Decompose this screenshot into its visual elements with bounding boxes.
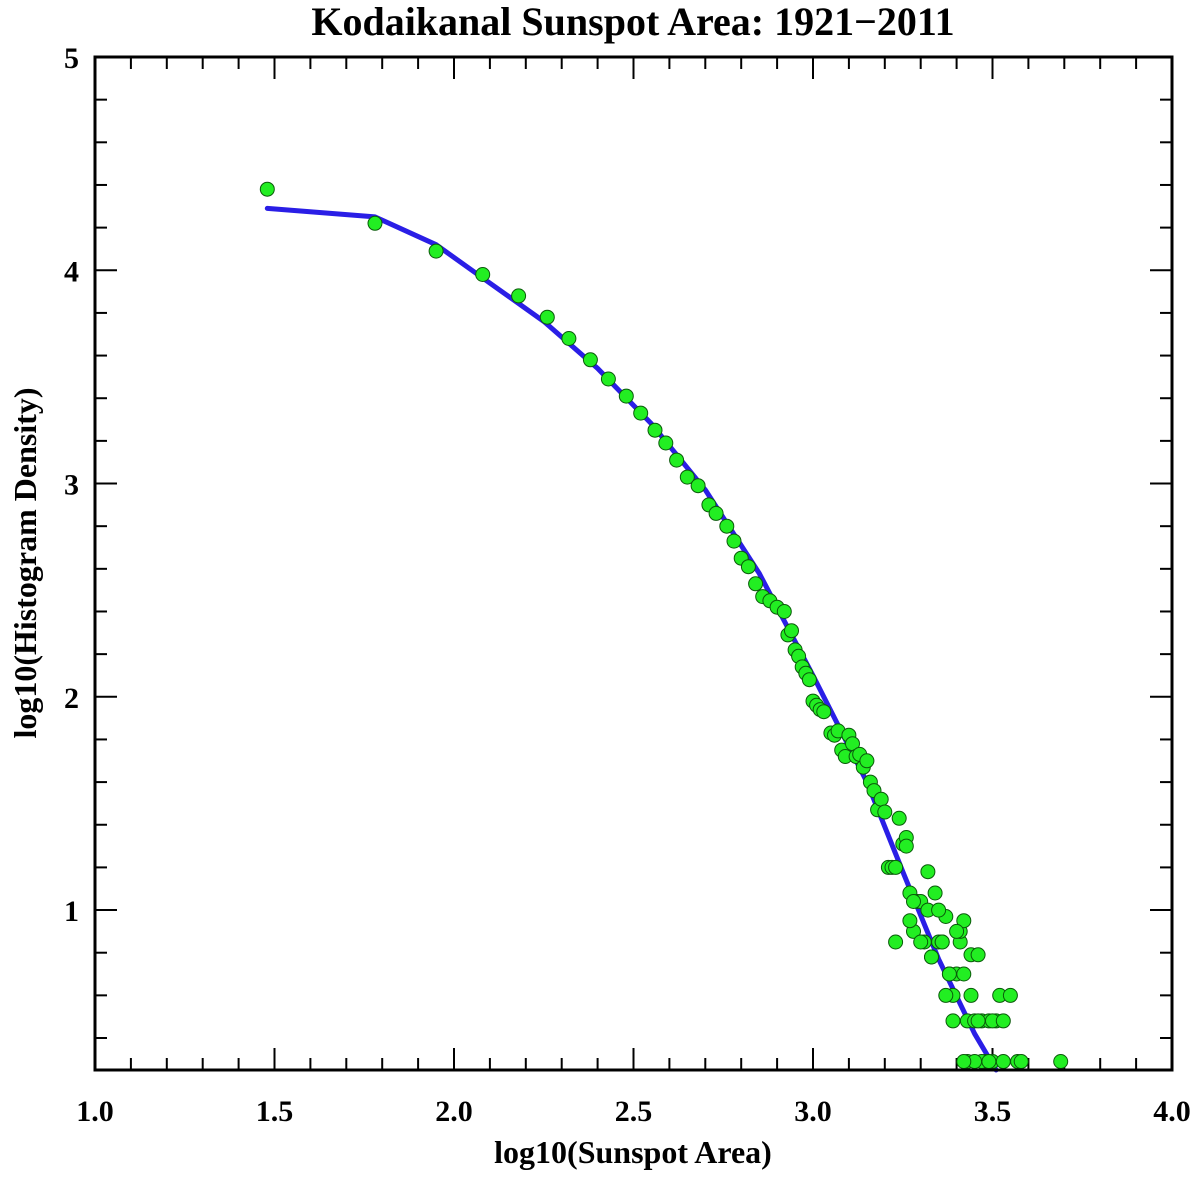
x-tick-label: 1.5 (256, 1095, 294, 1128)
data-point (920, 864, 936, 880)
x-tick-label: 3.5 (974, 1095, 1012, 1128)
data-point (970, 1013, 986, 1029)
chart-title: Kodaikanal Sunspot Area: 1921−2011 (311, 0, 954, 44)
y-tick-label: 2 (64, 682, 79, 715)
data-point (679, 469, 695, 485)
fit-line (264, 205, 999, 1073)
data-point (898, 838, 914, 854)
data-point (924, 949, 939, 965)
data-point (931, 902, 947, 918)
data-point (708, 505, 724, 521)
data-point (970, 947, 986, 963)
data-point (927, 885, 943, 901)
data-point (259, 181, 275, 197)
fit-line-layer (264, 205, 999, 1073)
data-point (511, 288, 527, 304)
data-point (784, 623, 799, 639)
data-point (475, 267, 491, 282)
x-tick-label: 4.0 (1153, 1095, 1191, 1128)
data-point (963, 987, 979, 1003)
data-point (888, 934, 904, 950)
data-point (949, 923, 965, 939)
data-point (877, 804, 893, 820)
data-point (913, 934, 929, 950)
data-point (934, 934, 950, 950)
data-point (726, 533, 742, 549)
x-tick-label: 2.0 (435, 1095, 473, 1128)
y-axis-label: log10(Histogram Density) (7, 387, 43, 738)
data-point (1053, 1054, 1069, 1069)
data-point (539, 309, 555, 325)
data-point (748, 576, 764, 592)
data-point (690, 478, 706, 494)
x-tick-label: 1.0 (76, 1095, 114, 1128)
data-point (902, 913, 918, 929)
data-point (776, 604, 792, 619)
data-point (995, 1013, 1011, 1029)
data-point (938, 987, 954, 1003)
data-point (618, 388, 634, 404)
data-point (633, 405, 649, 421)
data-point (582, 352, 598, 368)
data-point (658, 435, 674, 451)
plot-frame (93, 55, 1174, 1072)
data-point (906, 894, 921, 909)
data-point (956, 913, 972, 929)
data-point (891, 810, 907, 826)
data-point (816, 704, 832, 720)
data-points-layer (259, 181, 1069, 1069)
tick-labels: 1.0 1.5 2.0 2.5 3.0 3.5 4.0 1 2 3 4 5 (64, 42, 1191, 1128)
data-point (956, 966, 972, 982)
data-point (941, 966, 957, 982)
x-tick-label: 3.0 (794, 1095, 832, 1128)
data-point (801, 672, 817, 688)
data-point (956, 1054, 972, 1069)
data-point (1013, 1054, 1029, 1069)
data-point (561, 331, 577, 346)
y-tick-label: 5 (64, 42, 79, 75)
data-point (367, 215, 383, 231)
y-tick-label: 1 (64, 895, 79, 928)
data-point (888, 859, 904, 875)
x-axis-label: log10(Sunspot Area) (494, 1134, 772, 1170)
data-point (873, 791, 889, 807)
data-point (647, 422, 663, 438)
data-point (995, 1054, 1011, 1069)
tick-marks (94, 56, 1173, 1070)
y-tick-label: 4 (64, 255, 79, 288)
data-point (600, 371, 616, 387)
data-point (719, 518, 735, 534)
data-point (428, 243, 444, 259)
data-point (740, 559, 756, 575)
data-point (1002, 987, 1018, 1003)
data-point (859, 753, 875, 769)
x-tick-label: 2.5 (615, 1095, 653, 1128)
data-point (945, 1013, 961, 1029)
data-point (981, 1054, 997, 1069)
y-tick-label: 3 (64, 469, 79, 502)
data-point (669, 452, 685, 468)
